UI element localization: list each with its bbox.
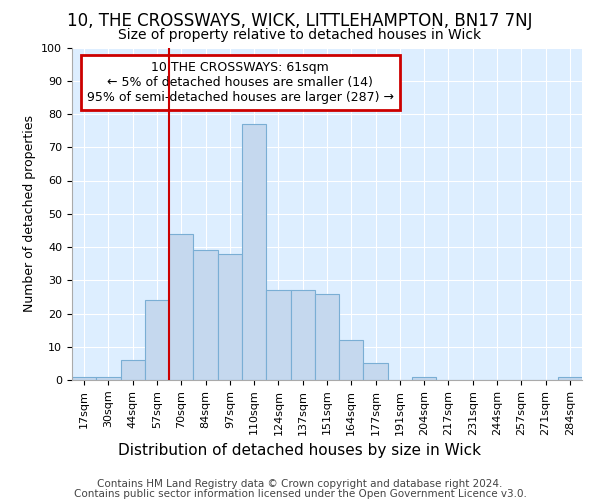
Bar (121, 360, 145, 380)
Bar (315, 294, 339, 380)
Text: 10, THE CROSSWAYS, WICK, LITTLEHAMPTON, BN17 7NJ: 10, THE CROSSWAYS, WICK, LITTLEHAMPTON, … (67, 12, 533, 30)
Text: Distribution of detached houses by size in Wick: Distribution of detached houses by size … (119, 442, 482, 458)
Y-axis label: Number of detached properties: Number of detached properties (23, 116, 36, 312)
Bar (218, 254, 242, 380)
Bar (72, 376, 96, 380)
Text: Size of property relative to detached houses in Wick: Size of property relative to detached ho… (118, 28, 482, 42)
Bar (364, 364, 388, 380)
Bar (266, 290, 290, 380)
Bar (96, 376, 121, 380)
Bar (339, 340, 364, 380)
Bar (193, 250, 218, 380)
Bar (412, 376, 436, 380)
Text: Contains HM Land Registry data © Crown copyright and database right 2024.: Contains HM Land Registry data © Crown c… (97, 479, 503, 489)
Text: Contains public sector information licensed under the Open Government Licence v3: Contains public sector information licen… (74, 489, 526, 499)
Bar (169, 234, 193, 380)
Bar (145, 300, 169, 380)
Bar (558, 376, 582, 380)
Bar (290, 290, 315, 380)
Text: 10 THE CROSSWAYS: 61sqm
← 5% of detached houses are smaller (14)
95% of semi-det: 10 THE CROSSWAYS: 61sqm ← 5% of detached… (87, 61, 394, 104)
Bar (242, 124, 266, 380)
